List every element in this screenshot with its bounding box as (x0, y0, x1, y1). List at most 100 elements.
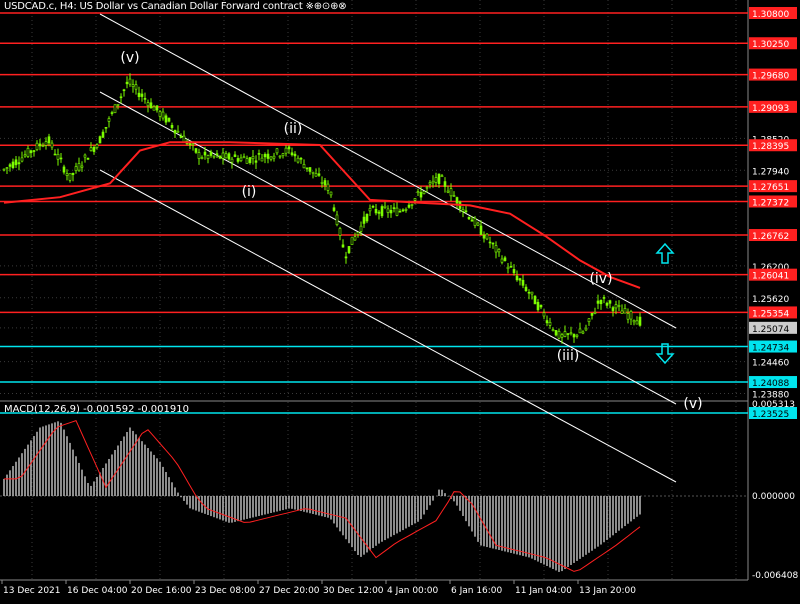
candle[interactable] (632, 319, 636, 326)
candle[interactable] (509, 261, 513, 268)
candle[interactable] (149, 98, 153, 109)
candle[interactable] (74, 162, 78, 174)
candle[interactable] (299, 156, 303, 164)
candle[interactable] (110, 110, 114, 116)
candle[interactable] (371, 204, 375, 209)
candle[interactable] (389, 204, 393, 218)
candle[interactable] (503, 255, 507, 262)
candle[interactable] (158, 110, 162, 122)
candle[interactable] (218, 155, 222, 160)
channel-bottom-line[interactable] (99, 169, 677, 483)
channel-upper-line[interactable] (99, 13, 677, 329)
candle[interactable] (62, 164, 66, 175)
candle[interactable] (155, 105, 159, 113)
candle[interactable] (140, 89, 144, 102)
candle[interactable] (563, 325, 567, 338)
candle[interactable] (461, 206, 465, 218)
candle[interactable] (584, 324, 588, 332)
candle[interactable] (590, 312, 594, 320)
candle[interactable] (425, 185, 429, 193)
candle[interactable] (434, 172, 438, 187)
candle[interactable] (515, 270, 519, 282)
candle[interactable] (95, 143, 99, 150)
candle[interactable] (626, 308, 630, 324)
candle[interactable] (581, 330, 585, 335)
candle[interactable] (263, 152, 267, 164)
candle[interactable] (320, 176, 324, 188)
candle[interactable] (362, 211, 366, 228)
candle[interactable] (197, 148, 201, 165)
candle[interactable] (521, 274, 525, 289)
candle[interactable] (203, 146, 207, 160)
candle[interactable] (59, 153, 63, 163)
candle[interactable] (617, 300, 621, 311)
candle[interactable] (152, 104, 156, 111)
candle[interactable] (224, 150, 228, 159)
candle[interactable] (296, 155, 300, 164)
candle[interactable] (170, 122, 174, 131)
candle[interactable] (251, 150, 255, 165)
candle[interactable] (8, 162, 12, 172)
candle[interactable] (464, 205, 468, 214)
candle[interactable] (260, 154, 264, 162)
candle[interactable] (635, 316, 639, 325)
candle[interactable] (317, 167, 321, 177)
candle[interactable] (239, 154, 243, 163)
candle[interactable] (518, 277, 522, 286)
candle[interactable] (494, 241, 498, 259)
channel-lower-line[interactable] (99, 91, 677, 405)
candle[interactable] (473, 216, 477, 229)
candle[interactable] (26, 145, 30, 159)
candle[interactable] (404, 207, 408, 213)
candle[interactable] (77, 157, 81, 172)
candle[interactable] (623, 304, 627, 314)
candle[interactable] (602, 294, 606, 304)
candle[interactable] (257, 149, 261, 161)
candle[interactable] (593, 307, 597, 315)
candle[interactable] (254, 155, 258, 169)
candle[interactable] (215, 150, 219, 158)
candle[interactable] (545, 315, 549, 327)
candle[interactable] (368, 204, 372, 216)
candle[interactable] (272, 152, 276, 162)
candle[interactable] (245, 155, 249, 164)
candle[interactable] (86, 157, 90, 160)
candle[interactable] (71, 172, 75, 182)
candle[interactable] (605, 301, 609, 309)
candle[interactable] (5, 167, 9, 174)
candle[interactable] (314, 168, 318, 177)
candle[interactable] (98, 135, 102, 144)
candle[interactable] (620, 304, 624, 314)
candle[interactable] (47, 133, 51, 147)
candle[interactable] (428, 180, 432, 189)
candle[interactable] (422, 190, 426, 195)
candle[interactable] (20, 151, 24, 163)
candle[interactable] (551, 327, 555, 332)
candle[interactable] (500, 255, 504, 265)
candle[interactable] (119, 93, 123, 104)
candle[interactable] (194, 147, 198, 154)
candle[interactable] (32, 150, 36, 157)
candle[interactable] (293, 151, 297, 162)
candle[interactable] (557, 328, 561, 340)
candle[interactable] (533, 295, 537, 305)
candle[interactable] (401, 208, 405, 213)
candle[interactable] (35, 140, 39, 152)
candle[interactable] (137, 86, 141, 101)
candle[interactable] (23, 150, 27, 158)
candle[interactable] (287, 144, 291, 154)
candle[interactable] (122, 88, 126, 97)
candle[interactable] (608, 299, 612, 309)
candle[interactable] (542, 309, 546, 320)
candle[interactable] (599, 299, 603, 310)
candle[interactable] (278, 155, 282, 159)
candle[interactable] (452, 191, 456, 197)
candle[interactable] (485, 232, 489, 241)
candle[interactable] (206, 154, 210, 164)
candle[interactable] (179, 133, 183, 139)
candle[interactable] (92, 145, 96, 155)
candle[interactable] (209, 149, 213, 158)
candle[interactable] (269, 156, 273, 162)
candle[interactable] (29, 149, 33, 158)
